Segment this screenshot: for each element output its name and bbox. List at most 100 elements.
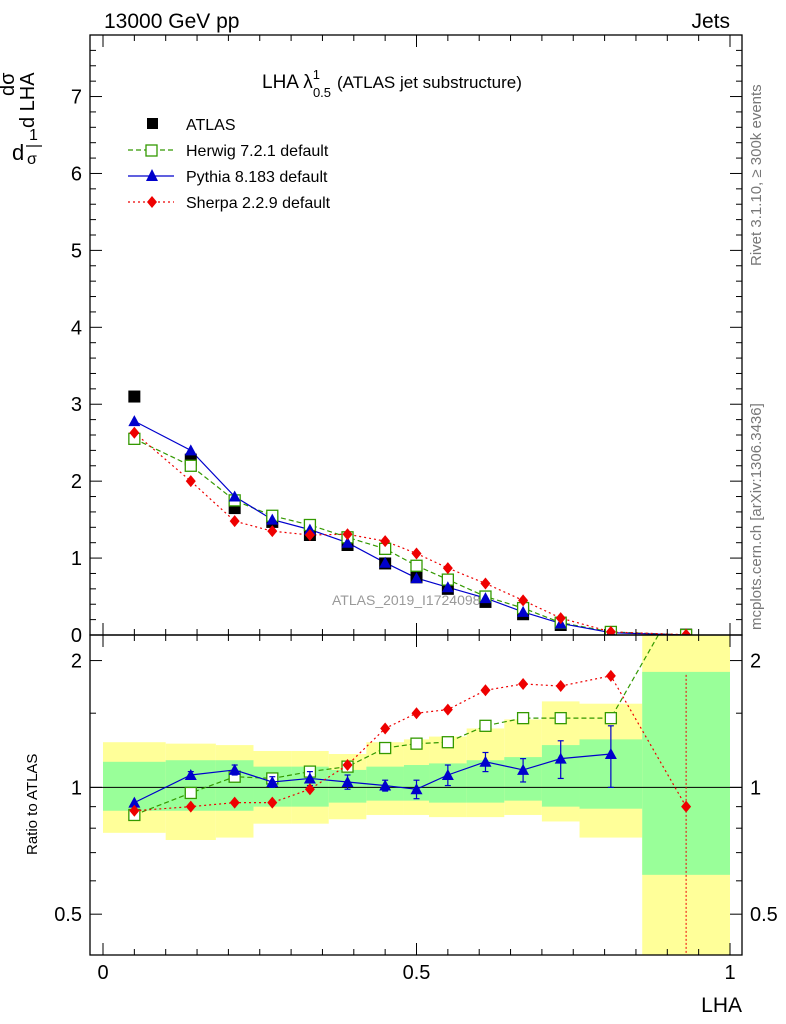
main-point-pythia-8	[441, 581, 454, 593]
main-point-pythia-5	[341, 536, 354, 548]
main-point-sherpa-9	[480, 577, 491, 590]
x-tick-label: 0	[97, 962, 108, 984]
ratio-point-pythia-5	[341, 775, 354, 787]
main-point-sherpa-0	[129, 426, 140, 439]
ratio-point-herwig-9	[479, 719, 492, 732]
y-label-frac1-num: 1	[29, 127, 38, 144]
legend-herwig-marker	[145, 144, 158, 157]
main-point-pythia-10	[517, 605, 530, 617]
ratio-point-sherpa-12	[605, 669, 616, 682]
main-point-atlas-0	[128, 390, 141, 403]
ratio-y-axis-label: Ratio to ATLAS	[24, 754, 41, 855]
main-point-sherpa-7	[411, 547, 422, 560]
main-point-sherpa-3	[267, 525, 278, 538]
ratio-line-herwig	[134, 635, 660, 816]
ratio-point-sherpa-2	[229, 796, 240, 809]
ratio-point-pythia-0	[128, 796, 141, 808]
legend-atlas-label: ATLAS	[186, 117, 236, 134]
main-point-sherpa-12	[605, 625, 616, 635]
x-tick-label: 0.5	[403, 962, 431, 984]
ratio-point-pythia-2	[228, 763, 241, 775]
legend-pythia-marker	[146, 169, 158, 181]
main-point-pythia-9	[479, 592, 492, 604]
main-point-sherpa-5	[342, 528, 353, 541]
y-label-d1: d	[12, 140, 24, 165]
ratio-point-pythia-12	[604, 748, 617, 760]
main-point-sherpa-11	[555, 612, 566, 625]
main-y-tick-label: 3	[71, 394, 82, 416]
main-series-group	[128, 390, 693, 635]
main-y-tick-label: 1	[71, 548, 82, 570]
ratio-point-herwig-8	[441, 736, 455, 749]
ratio-point-pythia-9	[479, 755, 492, 767]
ratio-point-herwig-10	[516, 711, 530, 725]
main-y-axis-label: d 1 σ d LHA dσ	[0, 72, 42, 168]
legend-sherpa-label: Sherpa 2.2.9 default	[186, 195, 331, 212]
ratio-y-tick-label-right: 2	[750, 651, 761, 673]
ratio-point-herwig-6	[378, 741, 392, 755]
ratio-y-tick-label: 2	[71, 651, 82, 673]
main-line-pythia	[134, 420, 687, 635]
ratio-point-sherpa-4	[304, 783, 315, 796]
ratio-point-sherpa-8	[442, 703, 453, 716]
ratio-point-sherpa-3	[267, 796, 278, 809]
ratio-point-pythia-8	[441, 768, 454, 780]
energy-label: 13000 GeV pp	[104, 10, 239, 33]
main-point-sherpa-13	[681, 628, 692, 635]
analysis-watermark: ATLAS_2019_I1724098	[332, 592, 481, 608]
main-point-sherpa-8	[442, 562, 453, 575]
y-label-frac2-den: d LHA	[17, 72, 39, 128]
main-point-pythia-2	[228, 490, 241, 502]
ratio-point-pythia-6	[379, 779, 392, 791]
x-tick-label: 1	[724, 962, 735, 984]
process-label: Jets	[691, 10, 730, 33]
ratio-point-pythia-3	[266, 775, 279, 787]
ratio-point-sherpa-13	[681, 800, 692, 813]
legend-sherpa-marker	[147, 196, 157, 208]
main-point-sherpa-6	[380, 535, 391, 548]
main-point-sherpa-10	[518, 594, 529, 607]
ratio-point-sherpa-0	[129, 804, 140, 817]
ratio-point-pythia-10	[517, 763, 530, 775]
main-point-pythia-7	[410, 572, 423, 584]
main-point-sherpa-4	[304, 529, 315, 541]
main-y-tick-label: 5	[71, 240, 82, 262]
main-y-tick-label: 6	[71, 163, 82, 185]
ratio-point-sherpa-7	[411, 707, 422, 720]
main-plot-series	[128, 390, 693, 635]
ratio-y-tick-label: 1	[71, 777, 82, 799]
x-axis-title: LHA	[701, 994, 742, 1017]
ratio-series-group	[90, 635, 742, 955]
main-point-sherpa-1	[185, 475, 196, 488]
ratio-point-sherpa-5	[342, 759, 353, 772]
mcplots-credit-label: mcplots.cern.ch [arXiv:1306.3436]	[748, 403, 765, 630]
legend-atlas-marker	[147, 118, 158, 129]
main-y-tick-label: 4	[71, 317, 82, 339]
main-y-tick-label: 2	[71, 471, 82, 493]
ratio-point-herwig-7	[410, 737, 423, 750]
main-point-sherpa-2	[229, 515, 240, 528]
main-point-pythia-3	[266, 513, 279, 525]
ratio-point-sherpa-11	[555, 680, 566, 693]
main-y-tick-label: 7	[71, 87, 82, 109]
ratio-point-pythia-4	[303, 772, 316, 784]
ratio-line-sherpa	[134, 675, 687, 812]
ratio-y-tick-label-right: 0.5	[750, 904, 778, 926]
ratio-point-sherpa-9	[480, 684, 491, 697]
ratio-y-tick-label: 0.5	[54, 904, 82, 926]
ratio-plot-series	[90, 635, 742, 955]
legend-herwig-label: Herwig 7.2.1 default	[186, 143, 329, 160]
legend-pythia-label: Pythia 8.183 default	[186, 169, 328, 186]
ratio-point-sherpa-10	[518, 677, 529, 690]
legend: ATLAS Herwig 7.2.1 default Pythia 8.183 …	[128, 117, 331, 212]
main-point-herwig-1	[184, 459, 197, 472]
ratio-point-pythia-7	[410, 783, 423, 795]
ratio-point-sherpa-1	[185, 800, 196, 813]
main-point-pythia-6	[379, 556, 392, 568]
ratio-point-pythia-1	[184, 768, 197, 780]
main-point-atlas-2	[228, 502, 241, 515]
chart-title: LHA λ1 0.5(ATLAS jet substructure)	[262, 67, 522, 100]
ratio-point-herwig-1	[184, 786, 197, 800]
